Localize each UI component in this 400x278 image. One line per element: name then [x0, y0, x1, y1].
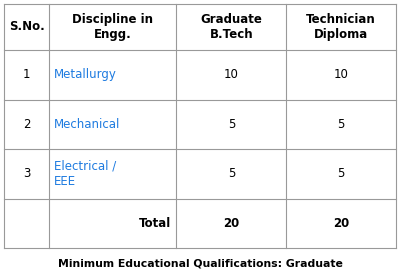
Text: 1: 1	[23, 68, 30, 81]
Text: Minimum Educational Qualifications: Graduate: Minimum Educational Qualifications: Grad…	[58, 259, 342, 269]
Text: Graduate
B.Tech: Graduate B.Tech	[200, 13, 262, 41]
Text: 10: 10	[224, 68, 239, 81]
Text: 5: 5	[338, 167, 345, 180]
Text: 20: 20	[223, 217, 240, 230]
Text: 20: 20	[333, 217, 349, 230]
Text: Technician
Diploma: Technician Diploma	[306, 13, 376, 41]
Text: Total: Total	[139, 217, 172, 230]
Text: 5: 5	[338, 118, 345, 131]
Text: 5: 5	[228, 167, 235, 180]
Text: Discipline in
Engg.: Discipline in Engg.	[72, 13, 153, 41]
Text: 3: 3	[23, 167, 30, 180]
Text: Metallurgy: Metallurgy	[54, 68, 117, 81]
Text: S.No.: S.No.	[9, 21, 44, 34]
Text: 2: 2	[23, 118, 30, 131]
Text: Electrical /
EEE: Electrical / EEE	[54, 160, 116, 188]
Text: Mechanical: Mechanical	[54, 118, 120, 131]
Text: 10: 10	[334, 68, 348, 81]
Text: 5: 5	[228, 118, 235, 131]
